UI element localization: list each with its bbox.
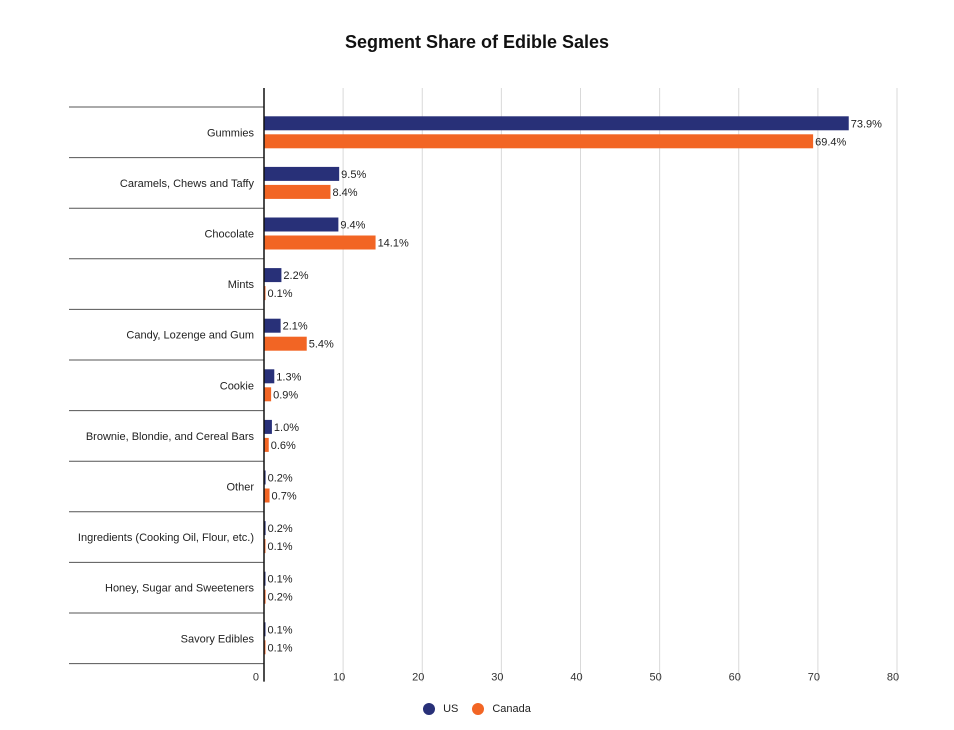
bar-value-label: 8.4% (332, 187, 357, 199)
category-label: Other (226, 482, 254, 494)
bar-us (264, 116, 849, 131)
legend-label: Canada (492, 703, 531, 715)
x-tick-label: 20 (412, 672, 424, 684)
x-tick-label: 60 (729, 672, 741, 684)
bar-canada (264, 589, 266, 604)
chart-title: Segment Share of Edible Sales (344, 32, 610, 52)
x-tick-label: 10 (333, 672, 345, 684)
bar-us (264, 419, 272, 434)
bar-value-label: 73.9% (851, 118, 882, 130)
bar-value-label: 5.4% (309, 339, 334, 351)
category-separators (69, 106, 264, 665)
bar-value-label: 2.1% (283, 321, 308, 333)
category-label: Brownie, Blondie, and Cereal Bars (86, 431, 255, 443)
category-label: Candy, Lozenge and Gum (126, 330, 254, 342)
bar-value-label: 0.2% (268, 523, 293, 535)
bar-value-label: 69.4% (815, 136, 846, 148)
bar-canada (264, 437, 269, 452)
bar-us (264, 521, 266, 536)
bar-us (264, 217, 339, 232)
bar-value-label: 1.3% (276, 371, 301, 383)
x-tick-label: 0 (253, 672, 259, 684)
category-label: Chocolate (204, 229, 254, 241)
category-label: Ingredients (Cooking Oil, Flour, etc.) (78, 532, 254, 544)
bar-us (264, 268, 282, 283)
x-tick-label: 50 (650, 672, 662, 684)
bars (264, 116, 849, 655)
bar-canada (264, 336, 307, 351)
bar-value-label: 0.1% (268, 624, 293, 636)
legend-swatch (423, 703, 436, 715)
bar-value-label: 0.7% (272, 491, 297, 503)
bar-value-label: 0.1% (268, 288, 293, 300)
bar-value-label: 0.1% (268, 541, 293, 553)
gridlines (342, 88, 898, 682)
bar-value-label: 0.1% (268, 642, 293, 654)
bar-value-label: 1.0% (274, 422, 299, 434)
bar-canada (264, 387, 272, 402)
bar-value-label: 0.2% (268, 592, 293, 604)
bar-value-label: 2.2% (283, 270, 308, 282)
category-label: Caramels, Chews and Taffy (120, 178, 255, 190)
x-tick-labels: 0 10 20 30 40 50 60 70 80 (253, 672, 899, 684)
category-label: Cookie (220, 380, 254, 392)
x-tick-label: 70 (808, 672, 820, 684)
bar-value-label: 0.6% (271, 440, 296, 452)
bar-value-label: 0.1% (268, 574, 293, 586)
legend-item-canada: Canada (472, 703, 531, 715)
bar-value-label: 0.2% (268, 473, 293, 485)
legend-item-us: US (423, 703, 458, 715)
bar-value-label: 0.9% (273, 389, 298, 401)
bar-us (264, 470, 266, 485)
x-tick-label: 80 (887, 672, 899, 684)
x-tick-label: 30 (491, 672, 503, 684)
bar-canada (264, 134, 814, 149)
legend-swatch (472, 703, 485, 715)
bar-value-label: 9.4% (340, 220, 365, 232)
category-label: Savory Edibles (181, 633, 255, 645)
x-tick-label: 40 (570, 672, 582, 684)
category-label: Gummies (207, 127, 255, 139)
bar-us (264, 166, 340, 181)
legend-label: US (443, 703, 459, 715)
bar-us (264, 318, 281, 333)
bar-canada (264, 488, 270, 503)
bar-canada (264, 235, 376, 250)
legend: US Canada (0, 703, 954, 715)
bar-value-label: 9.5% (341, 169, 366, 181)
category-label: Mints (228, 279, 255, 291)
bar-canada (264, 184, 331, 199)
bar-value-label: 14.1% (378, 238, 409, 250)
category-labels: Gummies Caramels, Chews and Taffy Chocolat… (78, 127, 255, 645)
bar-us (264, 369, 275, 384)
category-label: Honey, Sugar and Sweeteners (105, 583, 254, 595)
bar-labels: 73.9% 69.4% 9.5% 8.4% 9.4% 14.1% 2.2% 0.1% 2.1%5… (268, 118, 883, 654)
